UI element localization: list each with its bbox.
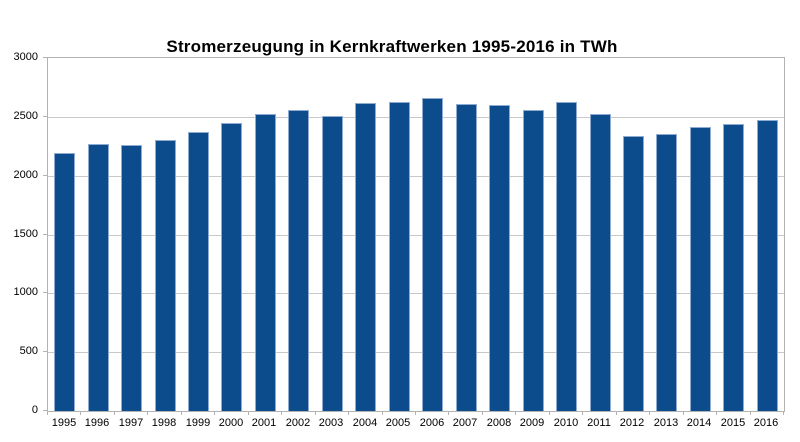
gridline-1500 xyxy=(48,235,784,236)
x-axis-tick xyxy=(448,411,449,415)
gridline-2500 xyxy=(48,117,784,118)
x-axis-label-1996: 1996 xyxy=(84,417,110,429)
x-axis-label-2007: 2007 xyxy=(452,417,478,429)
bar-2000 xyxy=(221,123,242,411)
gridline-1000 xyxy=(48,293,784,294)
x-axis-label-2002: 2002 xyxy=(285,417,311,429)
x-axis-tick xyxy=(214,411,215,415)
bar-1996 xyxy=(88,144,109,411)
x-axis-tick xyxy=(248,411,249,415)
x-axis-tick xyxy=(549,411,550,415)
x-axis-label-2016: 2016 xyxy=(753,417,779,429)
bar-2013 xyxy=(656,134,677,411)
bar-2008 xyxy=(489,105,510,411)
x-axis-tick xyxy=(716,411,717,415)
x-axis-label-2005: 2005 xyxy=(385,417,411,429)
bar-2010 xyxy=(556,102,577,411)
x-axis-tick xyxy=(683,411,684,415)
x-axis-label-1998: 1998 xyxy=(151,417,177,429)
y-axis-tick-1000 xyxy=(43,292,47,293)
x-axis-tick xyxy=(616,411,617,415)
bar-2001 xyxy=(255,114,276,411)
bar-2016 xyxy=(757,120,778,411)
y-axis-label-1000: 1000 xyxy=(13,286,38,298)
y-axis-label-500: 500 xyxy=(19,345,38,357)
x-axis-tick xyxy=(515,411,516,415)
y-axis-tick-0 xyxy=(43,410,47,411)
bar-2007 xyxy=(456,104,477,411)
y-axis-tick-1500 xyxy=(43,234,47,235)
bar-2011 xyxy=(590,114,611,411)
bar-2005 xyxy=(389,102,410,411)
x-axis-label-1995: 1995 xyxy=(51,417,77,429)
x-axis-tick xyxy=(649,411,650,415)
y-axis-tick-500 xyxy=(43,351,47,352)
x-axis-tick xyxy=(181,411,182,415)
x-axis-tick xyxy=(147,411,148,415)
bar-1998 xyxy=(155,140,176,411)
x-axis-label-2014: 2014 xyxy=(686,417,712,429)
bar-2004 xyxy=(355,103,376,411)
bar-1997 xyxy=(121,145,142,411)
bar-2012 xyxy=(623,136,644,411)
bar-2014 xyxy=(690,127,711,411)
x-axis-label-2009: 2009 xyxy=(519,417,545,429)
bar-2009 xyxy=(523,110,544,411)
x-axis-tick xyxy=(348,411,349,415)
x-axis-label-2008: 2008 xyxy=(486,417,512,429)
bar-2015 xyxy=(723,124,744,411)
bar-1999 xyxy=(188,132,209,411)
x-axis-tick xyxy=(750,411,751,415)
x-axis-label-2012: 2012 xyxy=(619,417,645,429)
x-axis-label-2001: 2001 xyxy=(251,417,277,429)
chart-title: Stromerzeugung in Kernkraftwerken 1995-2… xyxy=(166,37,618,56)
x-axis-label-2013: 2013 xyxy=(653,417,679,429)
x-axis-label-2004: 2004 xyxy=(352,417,378,429)
y-axis-label-1500: 1500 xyxy=(13,228,38,240)
bar-1995 xyxy=(54,153,75,411)
x-axis-tick xyxy=(382,411,383,415)
plot-area xyxy=(47,57,785,412)
y-axis-label-0: 0 xyxy=(31,404,38,416)
x-axis-tick xyxy=(114,411,115,415)
y-axis-label-2000: 2000 xyxy=(13,169,38,181)
x-axis-tick xyxy=(482,411,483,415)
y-axis-label-2500: 2500 xyxy=(13,110,38,122)
x-axis-label-2011: 2011 xyxy=(587,417,611,429)
x-axis-tick xyxy=(582,411,583,415)
bar-2002 xyxy=(288,110,309,411)
x-axis-label-2006: 2006 xyxy=(419,417,445,429)
x-axis-tick xyxy=(783,411,784,415)
gridline-500 xyxy=(48,352,784,353)
x-axis-label-2015: 2015 xyxy=(720,417,746,429)
y-axis-tick-2500 xyxy=(43,116,47,117)
gridline-2000 xyxy=(48,176,784,177)
y-axis-tick-3000 xyxy=(43,57,47,58)
x-axis-tick xyxy=(315,411,316,415)
x-axis-label-2010: 2010 xyxy=(553,417,579,429)
x-axis-tick xyxy=(281,411,282,415)
bar-2003 xyxy=(322,116,343,411)
x-axis-label-1999: 1999 xyxy=(185,417,211,429)
x-axis-label-1997: 1997 xyxy=(118,417,144,429)
bar-2006 xyxy=(422,98,443,411)
x-axis-label-2000: 2000 xyxy=(218,417,244,429)
y-axis-tick-2000 xyxy=(43,175,47,176)
x-axis-tick xyxy=(80,411,81,415)
x-axis-label-2003: 2003 xyxy=(318,417,344,429)
y-axis-label-3000: 3000 xyxy=(13,51,38,63)
x-axis-tick xyxy=(415,411,416,415)
x-axis-tick xyxy=(47,411,48,415)
